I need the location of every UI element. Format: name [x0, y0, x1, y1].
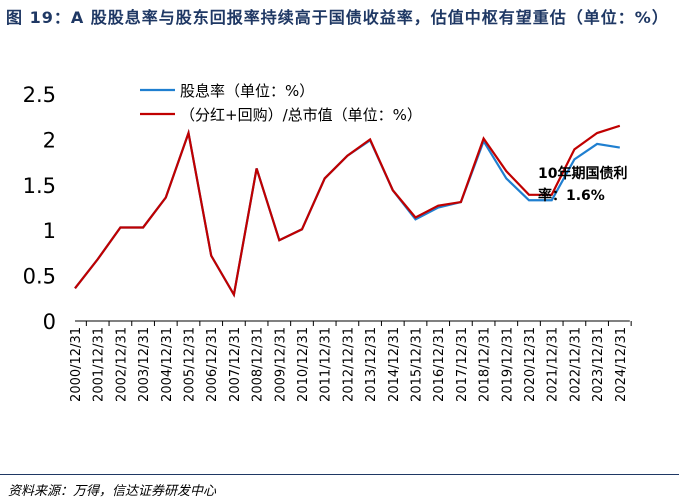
y-tick-label: 0	[43, 310, 56, 334]
x-tick-label: 2004/12/31	[160, 327, 175, 402]
x-tick-label: 2020/12/31	[523, 327, 538, 402]
x-tick-label: 2023/12/31	[591, 327, 606, 402]
x-tick-label: 2022/12/31	[568, 327, 583, 402]
x-tick-label: 2000/12/31	[69, 327, 84, 402]
annotation-line-1: 10年期国债利	[538, 165, 627, 182]
y-tick-label: 2.5	[23, 83, 56, 107]
series-line-1	[74, 124, 621, 298]
x-tick-label: 2021/12/31	[546, 327, 561, 402]
x-tick-label: 2017/12/31	[455, 327, 470, 402]
annotation-line-2: 率：1.6%	[538, 187, 605, 204]
legend-label-0: 股息率（单位：%）	[180, 82, 314, 100]
x-tick-label: 2015/12/31	[410, 327, 425, 402]
x-tick-label: 2003/12/31	[137, 327, 152, 402]
divider	[0, 474, 679, 475]
line-chart: 0 0.5 1 1.5 2 2.5 2000/12/31 2001/12/31 2002/12/…	[23, 82, 632, 402]
x-tick-label: 2012/12/31	[341, 327, 356, 402]
y-tick-label: 0.5	[23, 265, 56, 289]
x-tick-label: 2018/12/31	[478, 327, 493, 402]
x-tick-label: 2002/12/31	[114, 327, 129, 402]
source-note: 资料来源：万得，信达证券研发中心	[8, 484, 217, 499]
x-tick-label: 2010/12/31	[296, 327, 311, 402]
y-tick-label: 2	[43, 128, 56, 152]
y-tick-label: 1	[43, 219, 56, 243]
x-tick-label: 2011/12/31	[319, 327, 334, 402]
x-tick-label: 2013/12/31	[364, 327, 379, 402]
x-tick-label: 2016/12/31	[432, 327, 447, 402]
figure-title: 图 19：A 股股息率与股东回报率持续高于国债收益率，估值中枢有望重估（单位：%…	[6, 8, 669, 27]
x-tick-label: 2001/12/31	[92, 327, 107, 402]
x-tick-label: 2006/12/31	[205, 327, 220, 402]
y-tick-label: 1.5	[23, 174, 56, 198]
x-tick-label: 2007/12/31	[228, 327, 243, 402]
x-tick-label: 2005/12/31	[183, 327, 198, 402]
x-tick-label: 2009/12/31	[273, 327, 288, 402]
x-tick-label: 2024/12/31	[614, 327, 629, 402]
x-tick-label: 2008/12/31	[251, 327, 266, 402]
x-tick-label: 2019/12/31	[500, 327, 515, 402]
legend-label-1: （分红+回购）/总市值（单位：%）	[180, 106, 422, 124]
x-tick-label: 2014/12/31	[387, 327, 402, 402]
